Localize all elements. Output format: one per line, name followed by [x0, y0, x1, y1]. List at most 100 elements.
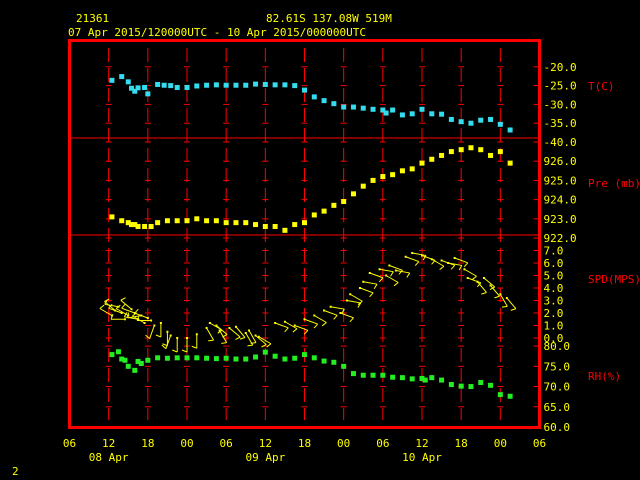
wind-barb-flag [104, 299, 108, 305]
pressure-point [380, 174, 386, 180]
temperature-point [302, 87, 307, 93]
pressure-point [142, 223, 148, 229]
wind-barb [172, 337, 179, 353]
pressure-point [390, 172, 396, 178]
wind-barb-flag [341, 308, 345, 315]
wind-barb-point [499, 293, 502, 296]
wind-barb-point [313, 314, 316, 317]
wind-barb-flag [357, 300, 363, 305]
page-number: 2 [12, 465, 19, 478]
wind-barb-shaft [219, 330, 228, 343]
humidity-point [135, 358, 141, 364]
wind-barb [447, 262, 463, 271]
pressure-point [148, 223, 154, 229]
wind-barb-flag [333, 314, 338, 320]
wind-barb-point [208, 322, 211, 324]
humidity-point [380, 372, 386, 378]
wind-barb-flag [292, 328, 298, 333]
y-tick-label: 925.0 [544, 174, 577, 187]
wind-barb-point [176, 337, 179, 339]
wind-barb-flag [250, 342, 257, 344]
pressure-point [429, 156, 435, 162]
temperature-point [109, 77, 115, 83]
humidity-point [125, 363, 131, 369]
y-tick-label: -20.0 [544, 61, 577, 74]
wind-barb-shaft [467, 277, 482, 284]
wind-barb-point [169, 334, 172, 337]
wind-barb [191, 333, 198, 349]
y-tick-label: 0.0 [544, 332, 564, 345]
x-day-label: 10 Apr [402, 451, 442, 464]
temperature-point [272, 82, 278, 88]
wind-barb-flag [398, 269, 403, 275]
wind-barb-point [146, 317, 149, 319]
pressure-point [164, 218, 170, 224]
pressure-point [458, 147, 464, 153]
wind-barb [181, 337, 188, 353]
pressure-point [507, 160, 513, 166]
humidity-point [370, 372, 376, 378]
x-tick-label: 06 [63, 437, 76, 450]
wind-barb-point [323, 309, 326, 312]
y-tick-label: 926.0 [544, 155, 577, 168]
wind-barb [453, 257, 469, 268]
humidity-point [419, 375, 425, 381]
wind-barb-point [195, 333, 198, 336]
humidity-point [390, 374, 396, 380]
x-tick-label: 18 [298, 437, 311, 450]
wind-barb-flag [235, 336, 241, 340]
wind-barb [411, 252, 427, 261]
wind-barb-point [339, 312, 342, 314]
temperature-point [399, 112, 405, 118]
pressure-point [409, 166, 415, 172]
wind-barb-shaft [483, 277, 496, 288]
wind-barb-shaft [448, 262, 462, 266]
wind-barb-flag [266, 343, 272, 348]
wind-barb-shaft [369, 272, 384, 279]
wind-barb-flag [181, 349, 188, 353]
temperature-point [125, 79, 131, 85]
wind-barb-shaft [121, 307, 135, 314]
x-tick-label: 00 [337, 437, 350, 450]
humidity-point [360, 372, 366, 378]
temperature-point [311, 94, 317, 100]
humidity-point [439, 377, 445, 383]
wind-barb-shaft [395, 270, 410, 274]
wind-barb [505, 297, 517, 311]
wind-barb-flag [136, 315, 140, 321]
y-tick-label: 924.0 [544, 194, 577, 207]
temperature-point [132, 88, 138, 94]
wind-barb-shaft [412, 252, 427, 256]
temperature-point [161, 82, 167, 88]
wind-barb-flag [439, 265, 445, 270]
wind-barb-flag [472, 275, 477, 280]
temperature-point [253, 81, 259, 87]
wind-barb-shaft [229, 327, 241, 338]
wind-barb-point [274, 322, 277, 324]
wind-barb-flag [115, 304, 121, 309]
wind-barb-point [505, 297, 508, 299]
temperature-point [409, 111, 415, 117]
wind-barb-flag [191, 345, 197, 349]
humidity-point [138, 360, 144, 366]
wind-barb-point [453, 257, 456, 259]
y-tick-label: -25.0 [544, 80, 577, 93]
pressure-point [419, 160, 425, 166]
humidity-point [109, 352, 115, 358]
wind-barb-shaft [216, 325, 228, 335]
temperature-point [168, 83, 174, 89]
temperature-point [370, 106, 376, 112]
temperature-point [129, 85, 135, 91]
wind-barb-flag [313, 323, 319, 329]
temperature-point [350, 104, 356, 110]
humidity-point [243, 356, 249, 362]
wind-barb-flag [110, 314, 114, 320]
wind-barb-shaft [379, 268, 394, 273]
pressure-point [399, 168, 405, 174]
temperature-point [194, 83, 200, 89]
wind-barb-shaft [124, 316, 139, 320]
wind-barb-point [120, 312, 123, 314]
wind-barb [339, 312, 354, 323]
y-tick-label: 60.0 [544, 421, 571, 434]
wind-barb-shaft [294, 325, 309, 331]
